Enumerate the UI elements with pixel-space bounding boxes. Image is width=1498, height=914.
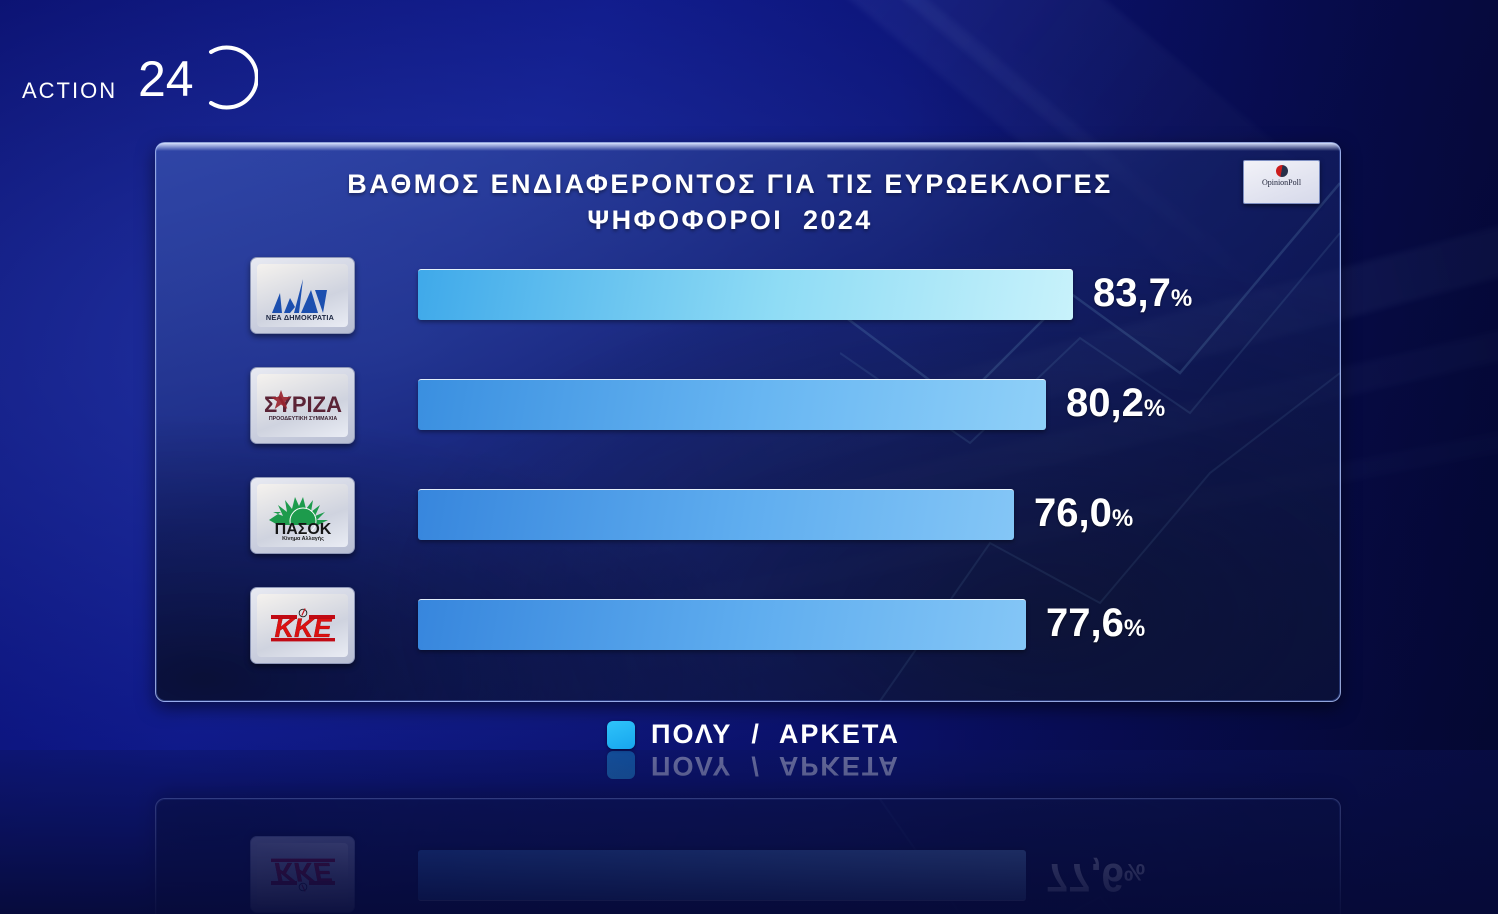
svg-text:ΝΕΑ ΔΗΜΟΚΡΑΤΙΑ: ΝΕΑ ΔΗΜΟΚΡΑΤΙΑ [265,313,334,322]
svg-text:24: 24 [138,51,194,107]
svg-text:ΠΡΟΟΔΕΥΤΙΚΗ ΣΥΜΜΑΧΙΑ: ΠΡΟΟΔΕΥΤΙΚΗ ΣΥΜΜΑΧΙΑ [268,416,337,422]
svg-text:ΣΥΡΙΖΑ: ΣΥΡΙΖΑ [264,392,342,417]
svg-text:ΚΚΕ: ΚΚΕ [274,613,332,643]
svg-text:ΚΚΕ: ΚΚΕ [274,858,332,888]
svg-text:Κίνημα Αλλαγής: Κίνημα Αλλαγής [282,536,324,541]
